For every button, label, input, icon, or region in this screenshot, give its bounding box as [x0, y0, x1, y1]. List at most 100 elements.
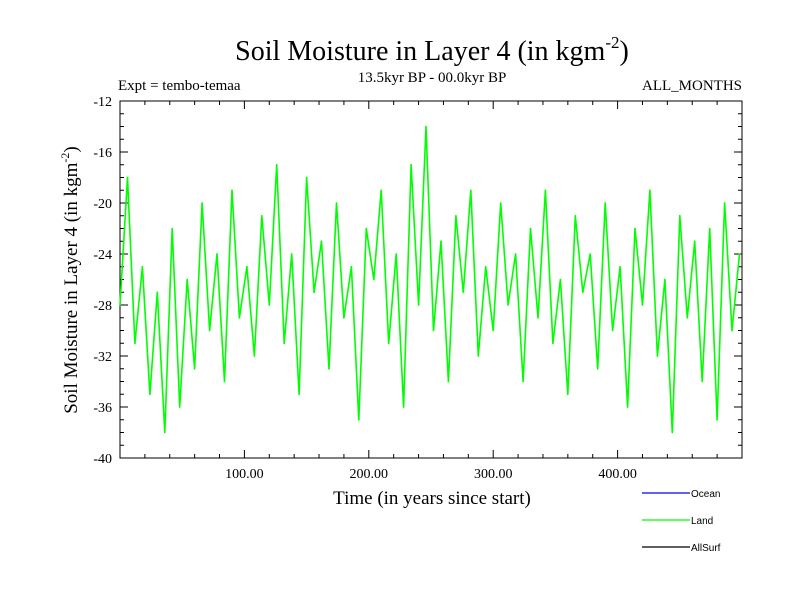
data-point-land [171, 227, 173, 230]
data-point-land [126, 176, 129, 179]
data-point-land [275, 164, 278, 166]
data-point-land [477, 355, 480, 357]
data-point-land [522, 380, 524, 383]
data-point-land [134, 342, 136, 345]
data-point-land [343, 317, 345, 319]
data-point-land [402, 406, 405, 408]
data-point-land [335, 202, 338, 204]
data-point-land [723, 202, 726, 204]
data-point-land [470, 189, 472, 192]
data-point-land [425, 125, 427, 128]
data-point-land [641, 304, 644, 306]
data-point-land [373, 278, 375, 281]
data-point-land [141, 266, 144, 268]
data-point-land [462, 291, 465, 294]
data-point-land [582, 291, 584, 294]
data-point-land [559, 278, 562, 281]
data-point-land [387, 342, 390, 345]
data-point-land [410, 164, 412, 166]
data-point-land [216, 253, 218, 255]
chart-subtitle-right: ALL_MONTHS [642, 78, 742, 94]
data-point-land [350, 266, 353, 268]
data-point-land [656, 355, 659, 357]
data-point-land [320, 240, 323, 243]
chart-subtitle-center: 13.5kyr BP - 00.0kyr BP [358, 70, 507, 86]
data-point-land [574, 215, 577, 217]
data-point-land [507, 304, 509, 306]
legend-label-allsurf: AllSurf [691, 543, 721, 554]
data-point-land [223, 380, 226, 383]
chart-subtitle-left: Expt = tembo-temaa [118, 78, 241, 94]
data-point-land [298, 393, 300, 396]
y-tick-label: -20 [93, 197, 112, 212]
data-point-land [186, 278, 188, 281]
data-point-land [440, 240, 442, 243]
data-point-land [246, 266, 248, 268]
y-tick-label: -16 [93, 146, 112, 161]
data-point-land [193, 368, 196, 370]
data-point-land [283, 342, 286, 345]
data-point-land [380, 189, 383, 192]
chart-title-suffix: ) [620, 36, 629, 67]
series-line-land [119, 125, 741, 434]
x-axis-ticks: 100.00 200.00 300.00 400.00 [144, 101, 718, 482]
data-point-land [447, 380, 450, 383]
data-point-land [290, 253, 293, 255]
data-point-land [649, 189, 651, 192]
data-point-land [417, 304, 420, 306]
data-point-land [201, 202, 203, 204]
x-tick-label: 200.00 [350, 467, 389, 482]
data-point-land [253, 355, 256, 357]
data-point-land [365, 227, 368, 230]
data-point-land [492, 329, 495, 332]
data-point-land [529, 227, 532, 230]
y-axis-label-superscript: -2 [58, 153, 72, 163]
chart-title-superscript: -2 [605, 33, 619, 52]
data-point-land [484, 266, 487, 268]
data-point-land [514, 253, 517, 255]
data-point-land [619, 266, 621, 268]
data-point-land [358, 419, 360, 421]
data-point-land [552, 342, 554, 345]
data-point-land [238, 317, 241, 319]
data-point-land [231, 189, 233, 192]
data-point-land [701, 380, 703, 383]
data-point-land [731, 329, 733, 332]
x-axis-label: Time (in years since start) [333, 488, 531, 509]
data-point-land [208, 329, 211, 332]
y-axis-label-suffix: ) [61, 146, 82, 152]
data-point-land [268, 304, 271, 306]
series-layer [119, 125, 741, 434]
y-tick-label: -36 [93, 401, 112, 416]
data-point-land [671, 431, 674, 434]
data-point-land [596, 368, 599, 370]
data-point-land [738, 253, 741, 255]
data-point-land [305, 176, 308, 179]
chart-title-main: Soil Moisture in Layer 4 (in kgm [235, 36, 605, 67]
data-point-land [626, 406, 629, 408]
y-tick-label: -12 [93, 95, 112, 110]
data-point-land [604, 202, 606, 204]
data-point-land [679, 215, 681, 217]
y-axis-label: Soil Moisture in Layer 4 (in kgm-2) [58, 146, 82, 414]
legend-label-ocean: Ocean [691, 489, 720, 500]
y-axis-ticks: -40 -36 -32 -28 -24 -20 -16 -12 [93, 95, 742, 467]
data-point-land [261, 215, 263, 217]
data-point-land [432, 329, 435, 332]
data-point-land [395, 253, 398, 255]
data-point-land [499, 202, 502, 204]
x-tick-label: 400.00 [598, 467, 637, 482]
y-tick-label: -24 [93, 248, 112, 263]
data-point-land [693, 240, 696, 243]
data-point-land [164, 431, 166, 434]
data-point-land [178, 406, 181, 408]
x-tick-label: 100.00 [225, 467, 264, 482]
y-axis-label-main: Soil Moisture in Layer 4 (in kgm [61, 162, 82, 413]
data-point-land [119, 304, 121, 306]
data-point-land [313, 291, 315, 294]
data-point-land [708, 227, 711, 230]
legend: Ocean Land AllSurf [642, 489, 721, 554]
data-point-land [328, 368, 330, 370]
data-point-land [589, 253, 591, 255]
